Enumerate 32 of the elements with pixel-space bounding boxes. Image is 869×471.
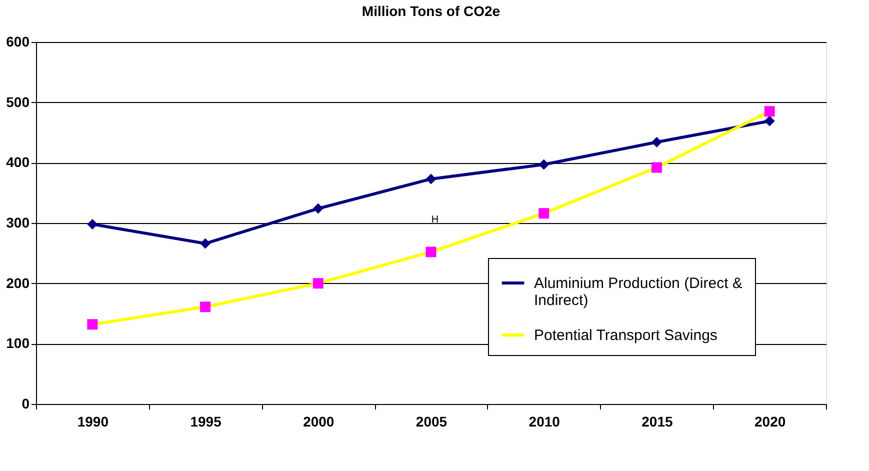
x-tick-label: 2020: [754, 414, 786, 430]
legend-label: Aluminium Production (Direct & Indirect): [534, 275, 742, 309]
legend-label: Potential Transport Savings: [534, 327, 718, 344]
x-tick-label: 2010: [528, 414, 560, 430]
point: [651, 136, 662, 148]
x-tick-label: 2005: [416, 414, 448, 430]
y-tick-label: 200: [6, 274, 30, 291]
y-tick-label: 0: [22, 396, 30, 412]
point: [764, 106, 775, 117]
point: [312, 203, 324, 214]
y-tick-label: 400: [6, 154, 30, 170]
annotation: H: [431, 214, 439, 226]
point: [538, 208, 550, 219]
y-tick-label: 100: [6, 335, 30, 352]
point: [87, 218, 98, 230]
point: [764, 116, 775, 126]
y-tick-label: 500: [6, 94, 30, 110]
y-tick-label: 300: [6, 214, 30, 230]
x-tick-label: 1995: [190, 414, 222, 430]
point: [312, 278, 324, 289]
point: [87, 319, 98, 330]
x-tick-label: 2000: [303, 414, 334, 430]
point: [200, 238, 211, 249]
x-tick-label: 1990: [77, 414, 109, 430]
point: [426, 174, 436, 184]
point: [651, 162, 662, 173]
y-tick-label: 600: [6, 34, 30, 50]
chart-title: Million Tons of CO2e: [362, 3, 500, 19]
x-tick-label: 2015: [642, 414, 673, 430]
point: [538, 159, 550, 170]
point: [200, 302, 211, 312]
point: [426, 246, 436, 258]
